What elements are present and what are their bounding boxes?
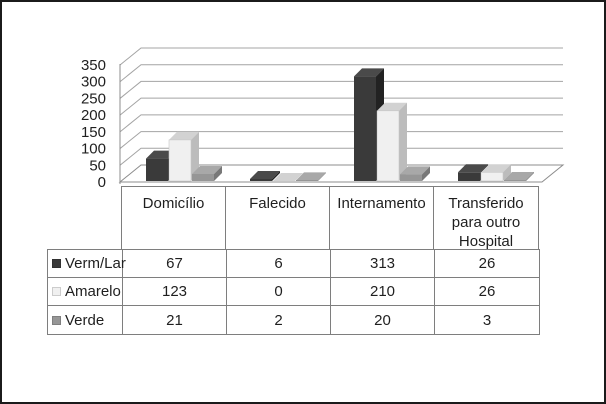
- table-row-amarelo: Amarelo 123 0 210 26: [48, 278, 539, 306]
- data-table: Verm/Lar 67 6 313 26 Amarelo 123 0 210 2…: [47, 249, 540, 335]
- bar-s2-c2-top: [400, 166, 430, 175]
- category-label-transferido: Transferido para outro Hospital: [448, 195, 524, 250]
- y-axis-tick-label-100: 100: [81, 141, 106, 158]
- series-label-verde: Verde: [65, 311, 105, 329]
- bar-s2-c3-front: [504, 179, 526, 181]
- series-swatch-amarelo-icon: [52, 287, 61, 296]
- bar-s0-c2-front: [354, 76, 376, 181]
- category-header-row: Domicílio Falecido Internamento Transfer…: [121, 186, 539, 250]
- chart-floor: [118, 164, 565, 183]
- y-axis-tick-label-300: 300: [81, 74, 106, 91]
- bar-s1-c2-front: [376, 110, 400, 182]
- bar-s2-c0-front: [192, 173, 214, 181]
- gridline-50: [119, 147, 563, 166]
- y-axis-tick-label-250: 250: [81, 90, 106, 107]
- value-verde-domicilio: 21: [123, 306, 227, 334]
- legend-cell-verm-lar: Verm/Lar: [48, 250, 126, 277]
- series-swatch-verde-icon: [52, 315, 61, 325]
- y-axis-tick-label-350: 350: [81, 57, 106, 74]
- bar-s0-c3-front: [458, 172, 480, 181]
- gridline-300: [119, 64, 563, 83]
- value-verde-internamento: 20: [331, 306, 435, 334]
- bar-s0-c1-side: [272, 170, 280, 181]
- bar-s1-c2-top: [377, 102, 407, 111]
- gridline-100: [119, 131, 563, 149]
- bar-s2-c1-side: [318, 172, 326, 181]
- bar-s1-c3-front: [480, 172, 504, 182]
- series-swatch-verm-lar-icon: [52, 259, 61, 268]
- gridline-200: [119, 97, 563, 116]
- bar-s1-c0-top: [169, 131, 199, 140]
- series-label-verm-lar: Verm/Lar: [65, 255, 126, 272]
- category-label-domicilio: Domicílio: [122, 187, 226, 249]
- value-amarelo-domicilio: 123: [123, 278, 227, 305]
- bar-s2-c1-front: [296, 180, 318, 181]
- value-verm-lar-domicilio: 67: [123, 250, 227, 277]
- bar-s1-c0-side: [191, 131, 199, 181]
- table-row-verm-lar: Verm/Lar 67 6 313 26: [48, 250, 539, 278]
- bar-s1-c1-top: [273, 173, 303, 181]
- bar-s0-c1-front: [250, 178, 272, 181]
- bar-s2-c3-side: [526, 171, 534, 181]
- bar-s1-c2-side: [399, 102, 407, 181]
- bar-s0-c0-front: [146, 158, 168, 181]
- table-row-verde: Verde 21 2 20 3: [48, 306, 539, 334]
- bar-s2-c1-top: [296, 172, 326, 181]
- bar-s2-c0-top: [192, 165, 222, 174]
- bar-s1-c0-front: [168, 139, 192, 182]
- value-verde-falecido: 2: [227, 306, 331, 334]
- bar-s1-c3-top: [481, 164, 511, 173]
- category-label-internamento: Internamento: [330, 187, 434, 249]
- gridline-250: [119, 80, 563, 99]
- gridline-150: [119, 114, 563, 133]
- bar-s0-c0-top: [146, 150, 176, 159]
- series-label-amarelo: Amarelo: [65, 283, 121, 300]
- bar-s0-c3-top: [458, 164, 488, 173]
- value-verm-lar-internamento: 313: [331, 250, 435, 277]
- value-verde-transferido: 3: [482, 311, 492, 329]
- bar-s2-c0-side: [214, 165, 222, 181]
- value-amarelo-falecido: 0: [227, 278, 331, 305]
- bar-s0-c1-top: [250, 170, 280, 179]
- bar-s2-c2-front: [400, 174, 422, 181]
- y-axis-tick-label-200: 200: [81, 107, 106, 124]
- bar-s2-c2-side: [422, 166, 430, 181]
- category-label-falecido: Falecido: [226, 187, 330, 249]
- value-amarelo-transferido: 26: [478, 283, 496, 300]
- y-axis-tick-label-50: 50: [89, 157, 106, 174]
- value-verm-lar-transferido: 26: [478, 255, 496, 272]
- legend-cell-amarelo: Amarelo: [48, 278, 123, 305]
- gridline-350: [119, 47, 563, 66]
- bar-s1-c3-side: [503, 164, 511, 181]
- bar-s0-c2-top: [354, 68, 384, 77]
- y-axis-tick-label-150: 150: [81, 124, 106, 141]
- value-amarelo-internamento: 210: [331, 278, 435, 305]
- y-axis-tick-label-0: 0: [98, 174, 106, 191]
- legend-cell-verde: Verde: [48, 306, 123, 334]
- value-verm-lar-falecido: 6: [227, 250, 331, 277]
- bar-s2-c3-top: [504, 171, 534, 180]
